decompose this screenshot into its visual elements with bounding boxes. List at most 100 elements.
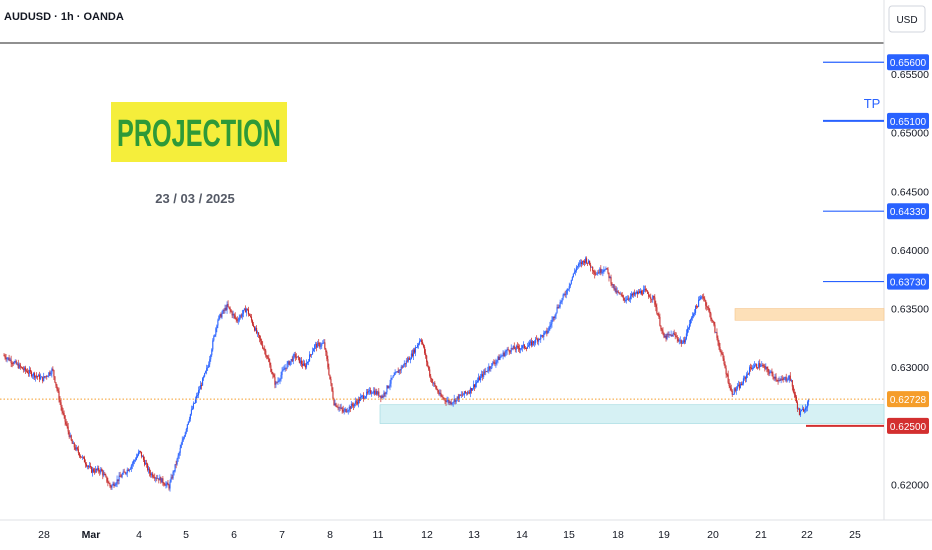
candle (596, 272, 598, 275)
candle (225, 304, 227, 312)
zones-layer (379, 308, 885, 424)
candle (87, 465, 90, 470)
candle (641, 289, 643, 296)
candle (191, 405, 193, 411)
candle (52, 366, 54, 372)
candle (114, 482, 116, 487)
candle (348, 404, 350, 413)
candle (456, 396, 458, 402)
price-level-label: 0.63730 (890, 278, 927, 289)
candle (413, 347, 416, 354)
tp-label: TP (864, 96, 881, 111)
candle (469, 386, 472, 398)
candle (125, 472, 127, 476)
candle (186, 423, 188, 432)
candle (296, 356, 298, 358)
candle (215, 327, 217, 338)
candle (785, 373, 787, 383)
candle (442, 394, 444, 400)
candle (378, 388, 380, 399)
candle (735, 386, 737, 395)
candle (497, 355, 499, 364)
candle (349, 405, 351, 413)
candle (754, 361, 756, 369)
currency-button[interactable]: USD (888, 5, 926, 33)
candle (636, 290, 639, 298)
candle (164, 482, 166, 486)
candle (713, 321, 715, 327)
candle (501, 354, 503, 357)
candle (421, 338, 423, 345)
candle (651, 298, 653, 303)
candle (773, 376, 775, 381)
candle (472, 380, 475, 390)
candle (690, 316, 693, 324)
candle (65, 418, 67, 426)
candle (251, 319, 254, 327)
candle (64, 415, 66, 426)
candle (290, 358, 292, 365)
candle (492, 360, 494, 366)
candle (607, 266, 609, 275)
x-tick-label: 22 (801, 529, 813, 541)
candle (755, 363, 757, 367)
candle (181, 436, 183, 446)
candle (115, 482, 117, 487)
candle (589, 260, 591, 266)
candle (590, 262, 592, 272)
candle (325, 347, 327, 356)
candle (369, 387, 371, 395)
candle (806, 405, 808, 412)
candle (676, 334, 678, 343)
candle (142, 454, 145, 463)
candle (204, 372, 206, 378)
candle (564, 290, 566, 298)
candle (292, 353, 294, 365)
candle (660, 325, 662, 332)
candle (55, 382, 57, 389)
candle (520, 344, 522, 351)
candle (509, 350, 511, 354)
candle (561, 297, 563, 305)
candle (406, 356, 408, 363)
candle (66, 421, 68, 429)
candle (35, 375, 37, 382)
candle (30, 370, 33, 378)
candle (558, 304, 560, 309)
candle (89, 462, 91, 469)
candle (461, 391, 463, 397)
price-level: 0.63730 (823, 273, 929, 290)
candle (740, 381, 742, 386)
candle (405, 358, 407, 367)
candle (597, 270, 599, 276)
candle (619, 291, 621, 295)
candle (757, 366, 759, 370)
candle (285, 367, 287, 371)
candle (521, 344, 523, 352)
candle (568, 282, 570, 292)
candle (532, 340, 534, 347)
candle (504, 349, 506, 358)
candle (515, 344, 517, 353)
candle (315, 341, 317, 350)
candle (669, 334, 671, 336)
candle (554, 314, 556, 320)
candle (20, 366, 22, 369)
candle (792, 384, 794, 394)
candle (401, 365, 403, 369)
candle (483, 369, 485, 379)
candle (807, 400, 809, 412)
candle (526, 342, 529, 350)
candle (476, 379, 478, 388)
candle (354, 397, 356, 407)
candle (80, 456, 82, 458)
candle (42, 376, 44, 384)
candle (279, 378, 281, 385)
candle (493, 359, 495, 365)
candle (22, 366, 24, 373)
x-tick-label: 11 (373, 529, 384, 541)
x-tick-label: 15 (563, 529, 575, 541)
candle (448, 398, 450, 406)
candle (649, 294, 651, 298)
